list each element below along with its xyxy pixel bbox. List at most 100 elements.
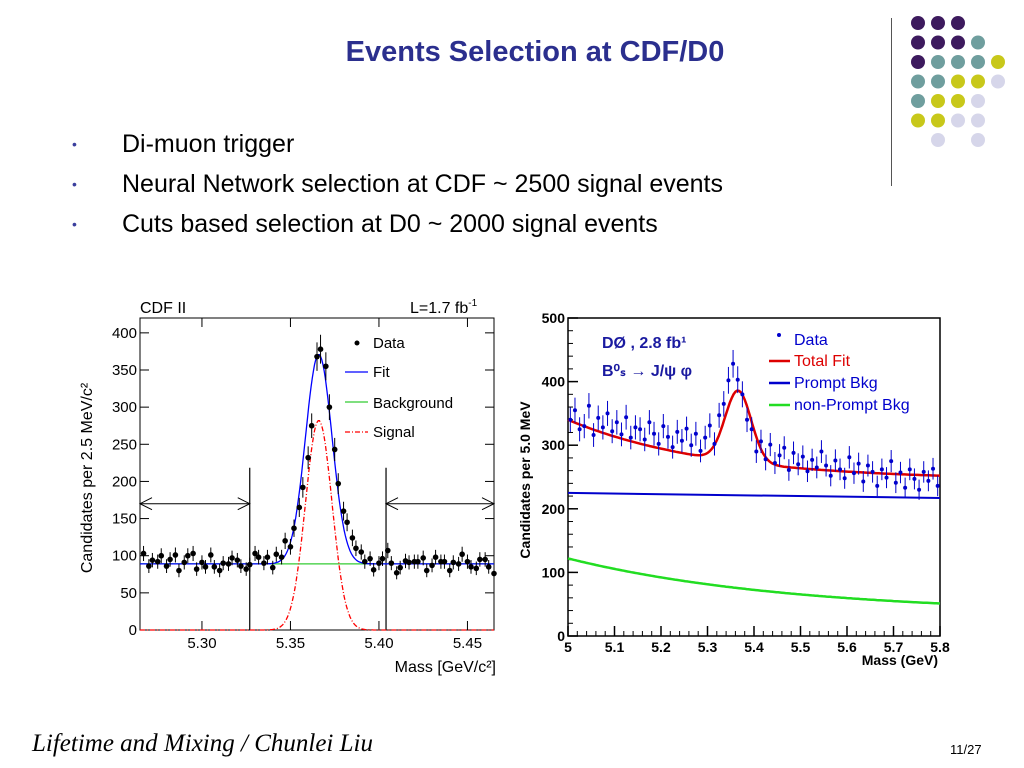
d0-xtick-label: 5.2 xyxy=(651,639,671,655)
decor-dot xyxy=(971,35,985,50)
cdf-data-point xyxy=(420,555,427,561)
cdf-data-point xyxy=(300,484,306,491)
cdf-data-point xyxy=(397,564,403,571)
cdf-data-point xyxy=(140,550,147,557)
cdf-data-point xyxy=(291,525,297,532)
cdf-data-point xyxy=(335,480,342,487)
d0-axes: 0 100 200 300 400 500 5 5.1 5.2 5.3 5.4 5.5 5.6 5.7 5.… xyxy=(542,310,950,655)
cdf-xtick-label: 5.40 xyxy=(364,635,393,652)
decor-dot xyxy=(971,133,985,147)
cdf-data-point xyxy=(317,346,324,352)
d0-data-point xyxy=(638,427,643,432)
cdf-data-point xyxy=(415,558,421,565)
cdf-data-point xyxy=(482,556,488,563)
d0-title: DØ , 2.8 fb¹ xyxy=(602,335,686,352)
bullet-item: • Neural Network selection at CDF ~ 2500 … xyxy=(70,164,723,204)
d0-data-point xyxy=(777,453,782,458)
d0-xtick-label: 5.8 xyxy=(930,639,950,655)
d0-data-point xyxy=(586,403,591,408)
d0-data-point xyxy=(703,435,708,440)
cdf-ytick-label: 150 xyxy=(112,511,137,528)
d0-data-point xyxy=(805,469,810,474)
d0-data-point xyxy=(624,415,629,420)
d0-data-point xyxy=(726,378,731,383)
cdf-data-point xyxy=(255,554,262,560)
cdf-data-point xyxy=(193,566,200,572)
d0-data-point xyxy=(921,469,926,474)
d0-data-point xyxy=(898,470,903,475)
cdf-data-point xyxy=(446,567,453,574)
d0-legend-totalfit: Total Fit xyxy=(794,353,851,370)
d0-data-point xyxy=(870,469,875,474)
d0-data-point xyxy=(675,429,680,434)
cdf-data-point xyxy=(455,561,462,567)
d0-data-point xyxy=(614,420,619,425)
cdf-lumi-exponent: -1 xyxy=(468,298,477,309)
d0-data-point xyxy=(824,463,829,468)
cdf-data-point xyxy=(252,550,258,557)
d0-data-point xyxy=(712,441,717,446)
d0-data-point xyxy=(642,437,647,442)
d0-data-point xyxy=(931,466,936,471)
cdf-data-point xyxy=(323,363,329,370)
cdf-data-point xyxy=(314,353,320,360)
d0-data-point xyxy=(628,435,633,440)
cdf-data-point xyxy=(146,563,152,569)
d0-curves xyxy=(567,389,941,605)
cdf-data-point xyxy=(308,422,315,429)
cdf-data-point xyxy=(473,565,480,572)
decor-dot xyxy=(951,16,965,30)
footer-author: Lifetime and Mixing / Chunlei Liu xyxy=(32,730,373,757)
d0-ylabel: Candidates per 5.0 MeV xyxy=(517,401,533,559)
cdf-data-point xyxy=(459,551,465,558)
cdf-data-point xyxy=(305,454,311,461)
cdf-data-point xyxy=(406,559,412,566)
cdf-data-point xyxy=(238,563,244,569)
cdf-data-point xyxy=(370,567,377,573)
cdf-data-point xyxy=(379,555,386,562)
d0-data-point xyxy=(731,361,736,366)
cdf-ytick-label: 100 xyxy=(112,548,137,565)
cdf-axes: 0 50 100 150 200 250 300 350 400 5.30 5.35 5.40 5.45 xyxy=(112,318,494,652)
cdf-arrowhead xyxy=(384,497,399,511)
cdf-ytick-label: 250 xyxy=(112,436,137,453)
cdf-data-point xyxy=(282,538,288,544)
bullet-text: Di-muon trigger xyxy=(122,130,295,158)
cdf-data-point xyxy=(172,552,179,558)
cdf-title-left: CDF II xyxy=(140,300,186,317)
cdf-ytick-label: 300 xyxy=(112,399,137,416)
cdf-data-point xyxy=(158,552,165,559)
bullet-list: • Di-muon trigger • Neural Network selecti… xyxy=(70,124,723,244)
d0-data-point xyxy=(772,461,777,466)
cdf-data-point xyxy=(485,564,492,570)
d0-data-point xyxy=(838,467,843,472)
d0-data-point xyxy=(814,465,819,470)
cdf-title-right: L=1.7 fb-1 xyxy=(410,298,478,317)
d0-legend-prompt: Prompt Bkg xyxy=(794,375,878,392)
d0-data-point xyxy=(796,462,801,467)
cdf-ytick-label: 50 xyxy=(120,585,137,602)
d0-data-point xyxy=(689,443,694,448)
cdf-data-point xyxy=(477,556,483,563)
decor-dot xyxy=(911,113,925,128)
decor-dot xyxy=(971,94,985,108)
cdf-xlabel: Mass [GeV/c²] xyxy=(395,659,496,676)
decor-dot xyxy=(911,74,925,89)
d0-data-point xyxy=(828,473,833,478)
d0-data-point xyxy=(656,441,661,446)
cdf-data-point xyxy=(358,549,365,555)
d0-data-point xyxy=(875,483,880,488)
d0-data-point xyxy=(926,478,931,483)
cdf-data-point xyxy=(376,560,382,566)
cdf-data-point xyxy=(349,535,356,541)
cdf-data-point xyxy=(393,570,400,576)
cdf-data-point xyxy=(331,446,338,453)
cdf-data-point xyxy=(208,552,214,558)
cdf-ytick-label: 350 xyxy=(112,362,137,379)
decor-dot xyxy=(911,16,925,30)
cdf-data-point xyxy=(261,560,267,566)
cdf-data-point xyxy=(273,551,280,558)
d0-data-point xyxy=(661,424,666,429)
cdf-data-point xyxy=(184,552,191,559)
cdf-data-point xyxy=(423,567,430,574)
